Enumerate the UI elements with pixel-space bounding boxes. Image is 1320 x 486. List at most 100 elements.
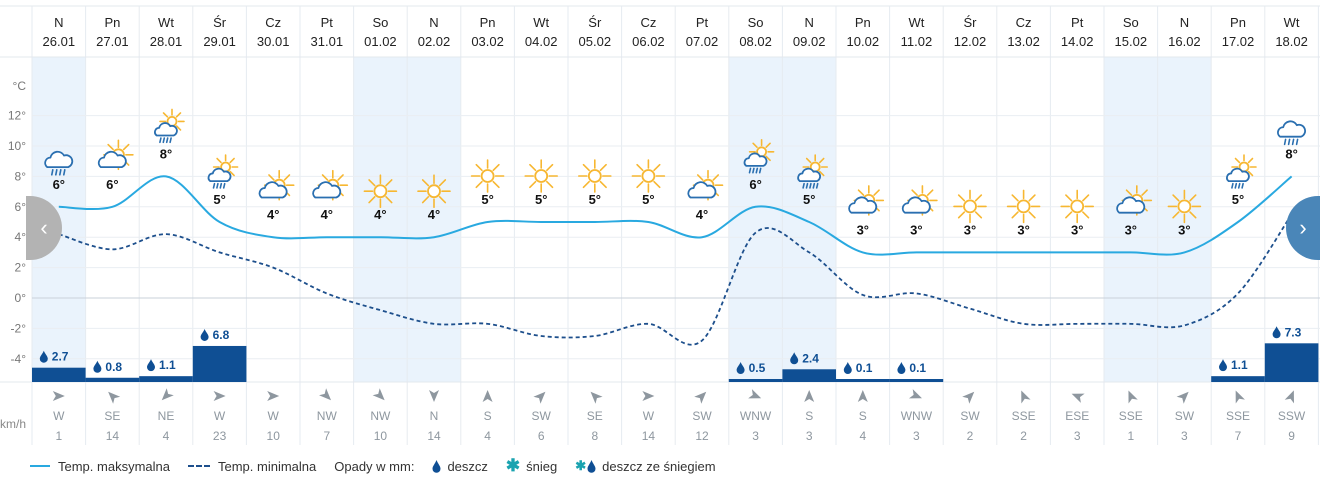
sleet-snowflake-icon: ✱ bbox=[575, 458, 587, 473]
wind-speed: 3 bbox=[1181, 429, 1188, 443]
day-date: 09.02 bbox=[793, 34, 826, 49]
day-name: N bbox=[1180, 15, 1189, 30]
wind-direction: W bbox=[643, 409, 655, 423]
sun-icon bbox=[1006, 189, 1041, 224]
day-date: 12.02 bbox=[954, 34, 987, 49]
sun-icon bbox=[577, 159, 612, 193]
sun-behind-cloud-icon bbox=[97, 139, 134, 171]
weekend-column bbox=[353, 57, 408, 382]
max-temp-label: 5° bbox=[481, 192, 493, 207]
wind-direction: SW bbox=[1175, 409, 1195, 423]
sun-rain-cloud-icon bbox=[154, 108, 185, 144]
wind-speed: 8 bbox=[591, 429, 598, 443]
day-name: Wt bbox=[158, 15, 174, 30]
day-date: 06.02 bbox=[632, 34, 665, 49]
min-temp-line bbox=[58, 213, 1293, 346]
day-date: 15.02 bbox=[1115, 34, 1148, 49]
precip-value: 2.7 bbox=[52, 350, 69, 364]
legend-snow-label: śnieg bbox=[526, 458, 558, 474]
day-date: 10.02 bbox=[847, 34, 880, 49]
legend-max: Temp. maksymalna bbox=[0, 459, 170, 474]
day-name: N bbox=[805, 15, 814, 30]
wind-arrow-icon bbox=[804, 390, 815, 402]
precip-bar bbox=[139, 376, 193, 382]
day-date: 29.01 bbox=[203, 34, 236, 49]
day-date: 02.02 bbox=[418, 34, 451, 49]
max-temp-label: 8° bbox=[160, 146, 172, 161]
wind-direction: W bbox=[53, 409, 65, 423]
precip-value: 1.1 bbox=[1231, 358, 1248, 372]
precip-value: 2.4 bbox=[802, 351, 819, 365]
wind-arrow-icon bbox=[482, 390, 493, 402]
day-date: 28.01 bbox=[150, 34, 183, 49]
max-temp-label: 6° bbox=[53, 177, 65, 192]
wind-arrow-icon bbox=[962, 391, 975, 404]
wind-speed: 7 bbox=[1235, 429, 1242, 443]
max-temp-label: 5° bbox=[1232, 192, 1244, 207]
max-temp-label: 5° bbox=[803, 192, 815, 207]
raindrop-icon bbox=[1219, 359, 1227, 372]
sleet-raindrop-icon bbox=[587, 459, 596, 473]
max-temp-label: 4° bbox=[374, 207, 386, 222]
day-date: 05.02 bbox=[579, 34, 612, 49]
raindrop-icon bbox=[843, 362, 852, 374]
max-temp-label: 8° bbox=[1285, 146, 1297, 161]
wind-arrow-icon bbox=[1176, 391, 1189, 404]
wind-direction: WNW bbox=[901, 409, 933, 423]
wind-speed: 9 bbox=[1288, 429, 1295, 443]
precip-value: 1.1 bbox=[159, 358, 176, 372]
day-name: Wt bbox=[533, 15, 549, 30]
legend-mixed: ✱ deszcz ze śniegiem bbox=[575, 458, 715, 474]
legend-min-label: Temp. minimalna bbox=[217, 458, 317, 474]
day-date: 11.02 bbox=[901, 34, 933, 49]
wind-speed: 6 bbox=[538, 429, 545, 443]
min-line-swatch bbox=[187, 465, 210, 467]
day-name: Śr bbox=[213, 15, 227, 30]
max-line-swatch bbox=[30, 465, 50, 467]
y-tick-label: 0° bbox=[15, 291, 27, 305]
wind-direction: W bbox=[214, 409, 226, 423]
day-date: 03.02 bbox=[471, 34, 504, 49]
wind-direction: W bbox=[268, 409, 280, 423]
legend-precip-title: Opady w mm: bbox=[334, 459, 414, 474]
weather-chart: °C 12° 10° 8° 6° 4° 2° 0° -2° -4° N 26.01 Pn 27.01 Wt 2… bbox=[0, 5, 1320, 445]
sun-icon bbox=[1167, 189, 1202, 224]
wind-arrow-icon bbox=[590, 391, 603, 404]
weekend-column bbox=[1104, 57, 1158, 382]
wind-direction: S bbox=[805, 409, 813, 423]
raindrop-icon bbox=[897, 362, 906, 374]
max-temp-label: 6° bbox=[749, 177, 761, 192]
precip-bar bbox=[1264, 343, 1319, 382]
max-temp-label: 5° bbox=[213, 192, 225, 207]
wind-speed: 4 bbox=[859, 429, 866, 443]
precip-value: 0.5 bbox=[749, 361, 766, 375]
wind-speed: 3 bbox=[1074, 429, 1081, 443]
max-temp-label: 6° bbox=[106, 177, 118, 192]
max-temp-label: 3° bbox=[910, 222, 922, 237]
max-temp-label: 3° bbox=[964, 222, 976, 237]
day-name: Pn bbox=[104, 15, 120, 30]
wind-arrow-icon bbox=[1071, 393, 1085, 403]
rain-cloud-icon bbox=[44, 150, 74, 176]
max-temp-label: 4° bbox=[696, 207, 708, 222]
day-name: Pt bbox=[321, 15, 334, 30]
day-name: So bbox=[372, 15, 388, 30]
day-name: So bbox=[748, 15, 764, 30]
max-temp-label: 4° bbox=[321, 207, 333, 222]
wind-speed: 14 bbox=[642, 429, 656, 443]
wind-speed: 3 bbox=[752, 429, 759, 443]
max-temp-label: 3° bbox=[1071, 222, 1083, 237]
legend-precip-title-label: Opady w mm: bbox=[334, 458, 415, 474]
precip-bar bbox=[836, 379, 890, 382]
precip-value: 0.1 bbox=[856, 361, 873, 375]
sun-icon bbox=[1060, 189, 1094, 224]
chevron-right-icon: › bbox=[1299, 215, 1307, 240]
wind-arrow-icon bbox=[52, 391, 65, 401]
snowflake-icon: ✱ bbox=[505, 456, 521, 475]
wind-unit-label: km/h bbox=[0, 417, 26, 431]
wind-direction: SW bbox=[692, 409, 712, 423]
wind-direction: SE bbox=[587, 409, 603, 423]
day-name: Pt bbox=[696, 15, 709, 30]
day-date: 26.01 bbox=[43, 34, 76, 49]
day-date: 01.02 bbox=[364, 34, 397, 49]
